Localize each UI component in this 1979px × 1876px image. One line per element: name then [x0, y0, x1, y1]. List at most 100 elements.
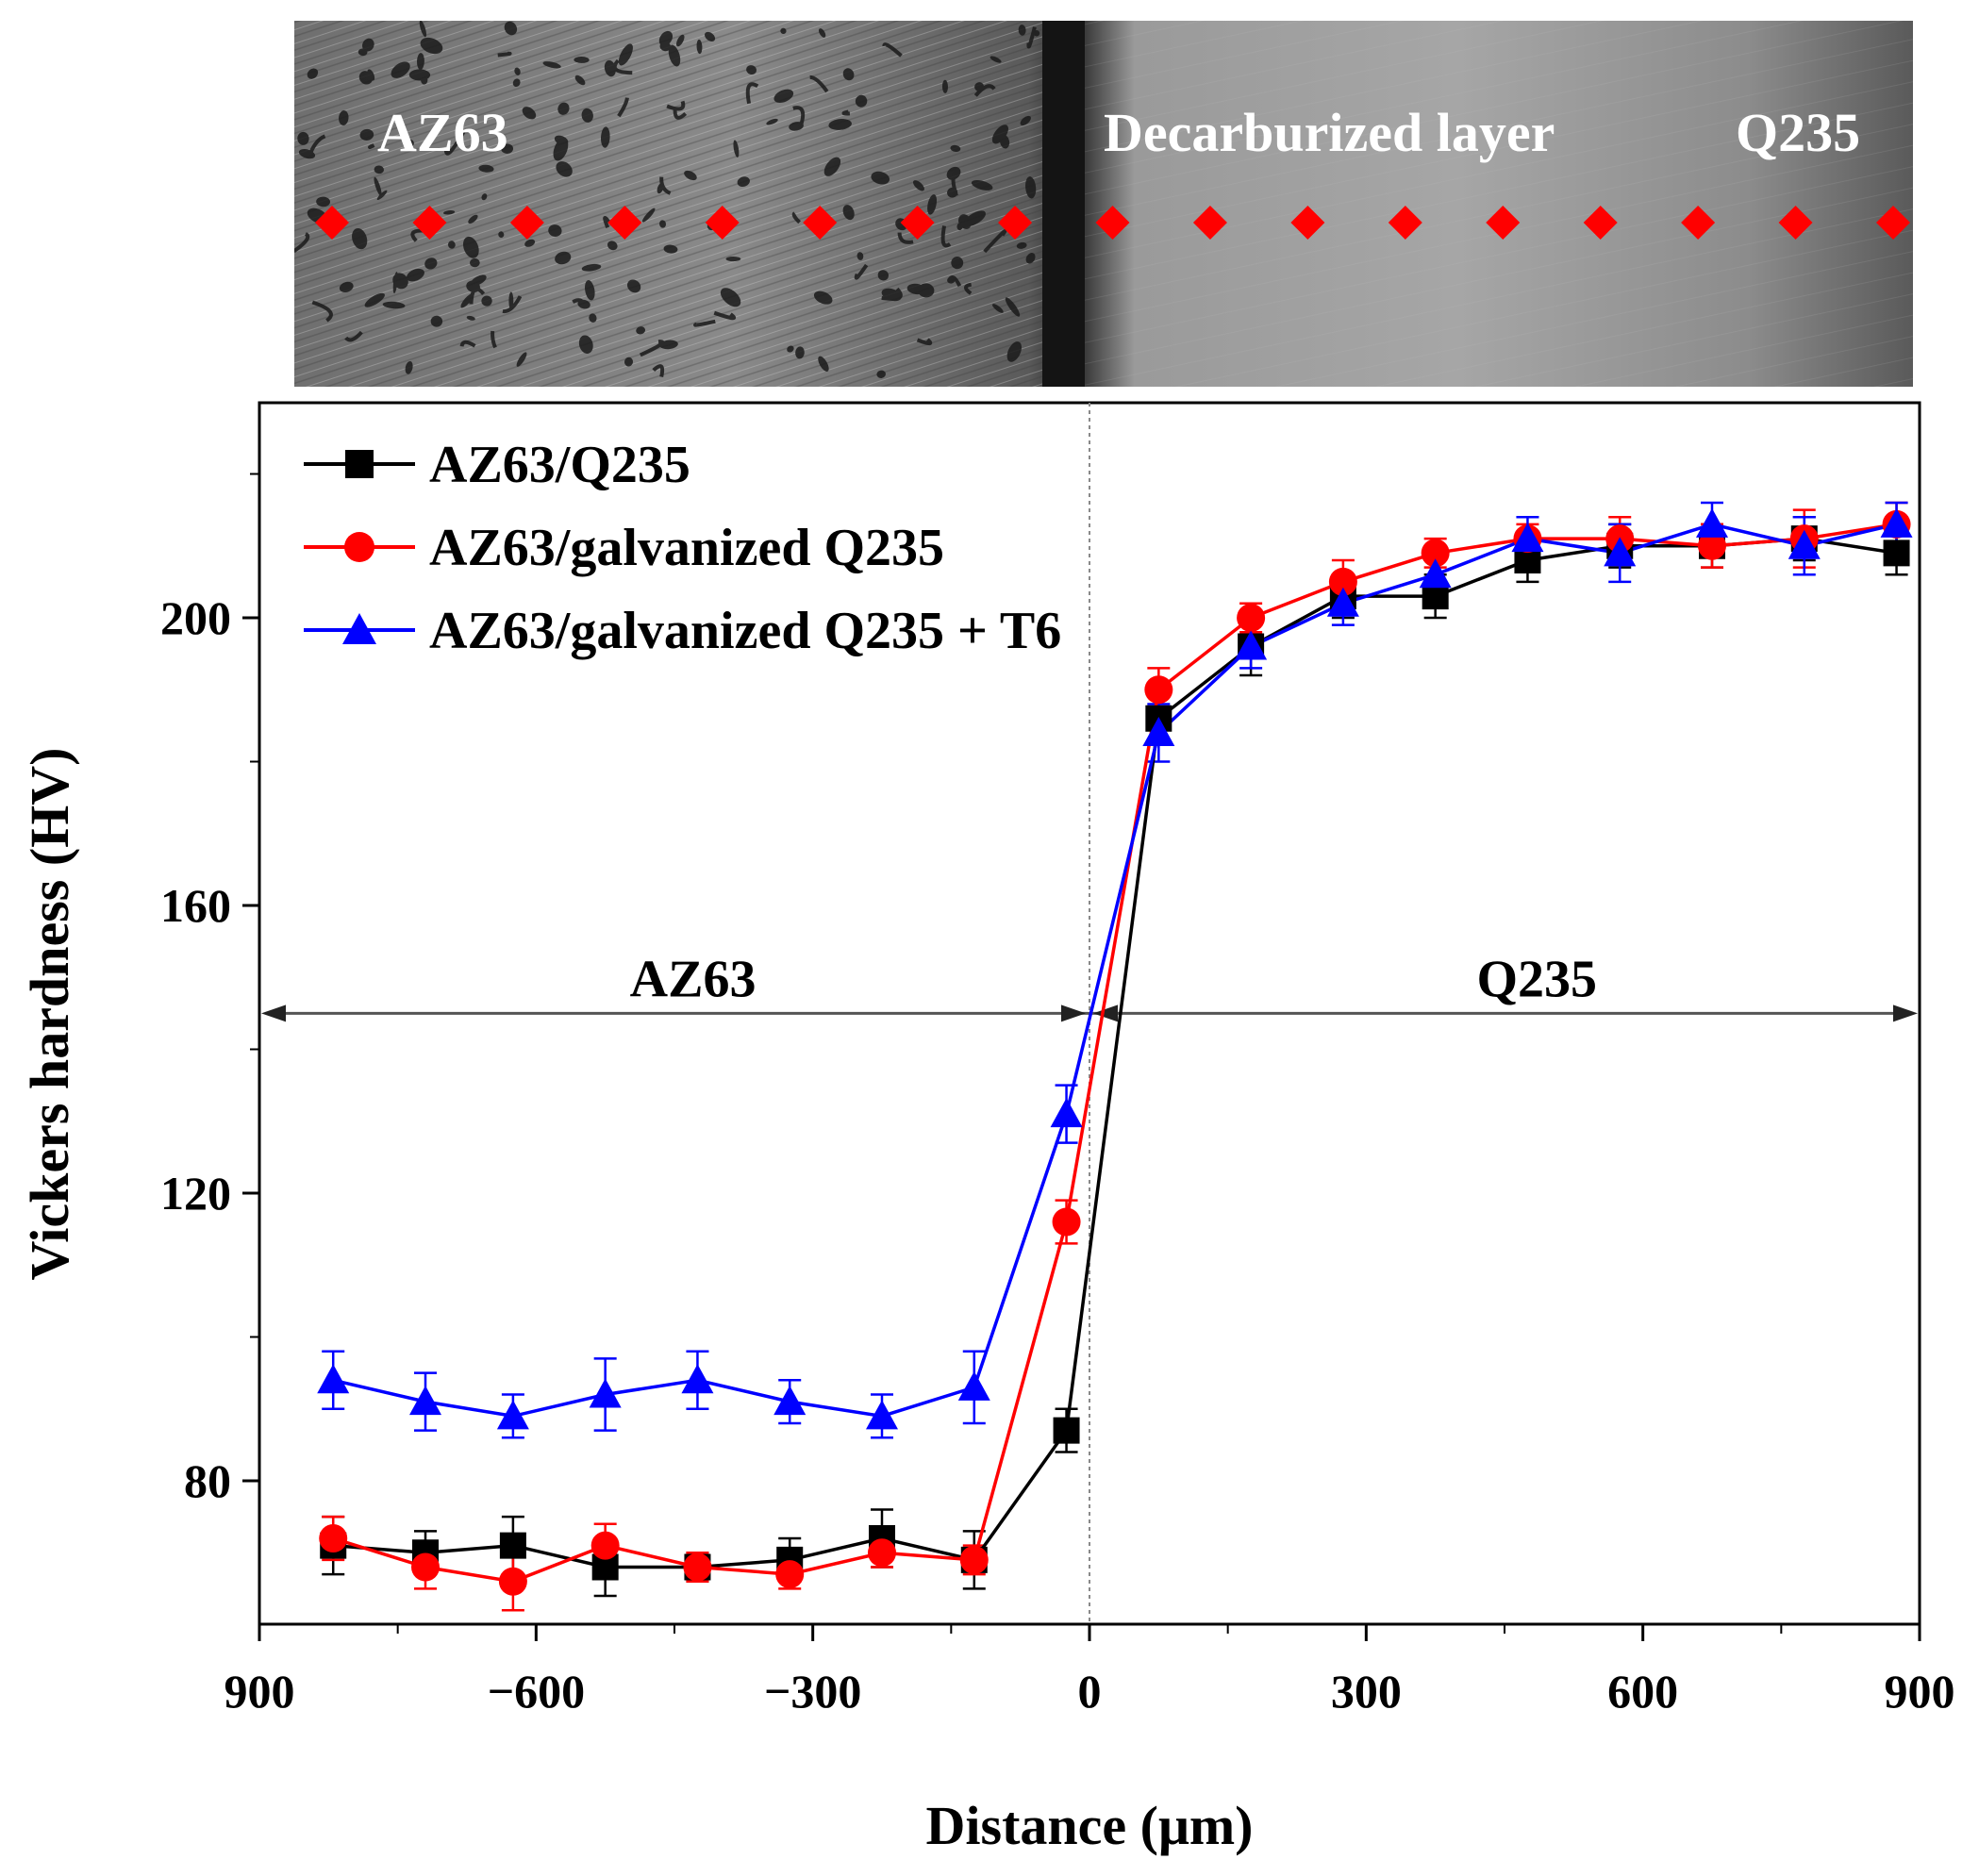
data-point-triangle: [317, 1364, 350, 1394]
micrograph-crack: [973, 84, 996, 97]
micrograph-pore: [516, 352, 527, 367]
data-point-triangle: [1235, 630, 1268, 660]
micrograph-crack: [617, 97, 629, 118]
micrograph-interface-band: [1042, 21, 1089, 387]
micrograph-pore: [548, 224, 562, 237]
data-point-circle: [1144, 675, 1173, 705]
data-point-circle: [683, 1552, 712, 1582]
legend-marker: [344, 532, 374, 562]
micrograph-pore: [501, 143, 514, 154]
micrograph-pore: [578, 335, 593, 354]
micrograph-pore: [447, 241, 456, 249]
micrograph-pore: [542, 61, 561, 69]
micrograph-pores: [294, 21, 1040, 378]
micrograph-crack: [603, 215, 610, 229]
micrograph-crack: [940, 225, 952, 248]
indent-marker: [900, 206, 935, 240]
micrograph-crack: [491, 330, 497, 349]
micrograph-crack: [469, 287, 486, 305]
micrograph-crack: [368, 143, 375, 150]
micrograph-pore: [795, 346, 805, 359]
micrograph-pore: [871, 171, 890, 185]
region-arrows: AZ63 Q235: [261, 950, 1918, 1022]
indent-marker: [1876, 206, 1910, 240]
indent-marker: [1290, 206, 1325, 240]
micrograph-pore: [927, 194, 938, 215]
x-axis-label: Distance (μm): [926, 1795, 1254, 1856]
micrograph-crack: [497, 51, 512, 58]
micrograph-pore: [607, 241, 618, 251]
micrograph-pore: [818, 28, 826, 38]
micrograph-pore: [906, 283, 926, 295]
micrograph-pore: [1020, 115, 1031, 126]
micrograph-pore: [362, 38, 374, 52]
micrograph-pore: [462, 236, 479, 258]
micrograph-pore: [876, 370, 886, 378]
y-tick-label: 80: [184, 1454, 231, 1507]
micrograph-pore: [589, 313, 597, 323]
indent-marker: [1486, 206, 1521, 240]
micrograph-pore: [1006, 341, 1022, 362]
data-point-circle: [1698, 531, 1726, 560]
micrograph-pore: [504, 21, 518, 36]
micrograph-pore: [746, 65, 757, 75]
micrograph-label-q235: Q235: [1736, 102, 1860, 163]
series-markers: [317, 507, 1913, 1596]
series-line-2: [332, 523, 1897, 1419]
data-point-triangle: [496, 1400, 529, 1430]
micrograph-pore: [618, 43, 633, 66]
region-arrowhead-center-left: [1061, 1004, 1086, 1022]
micrograph-pore: [1005, 297, 1021, 317]
micrograph-pore: [367, 69, 375, 81]
data-point-triangle: [866, 1400, 898, 1430]
micrograph-pore: [581, 263, 602, 272]
micrograph-crack: [443, 130, 466, 156]
micrograph-pore: [789, 122, 804, 131]
micrograph-crack: [881, 287, 903, 301]
micrograph-pore: [364, 292, 385, 307]
micrograph-pore: [481, 295, 492, 307]
micrograph-pore: [705, 31, 716, 42]
micrograph-pore: [773, 89, 794, 104]
micrograph-pore: [297, 131, 309, 145]
micrograph-crack: [344, 330, 363, 342]
data-point-triangle: [409, 1386, 441, 1416]
micrograph-pore: [524, 239, 536, 247]
micrograph-pore: [1025, 253, 1036, 264]
micrograph: AZ63 Decarburized layer Q235: [294, 21, 1913, 387]
data-point-circle: [1328, 567, 1357, 596]
x-tick-label: 900: [1885, 1665, 1955, 1718]
data-point-triangle: [1511, 523, 1544, 553]
indent-marker: [1778, 206, 1813, 240]
micrograph-pore: [950, 144, 961, 152]
micrograph-crack: [572, 298, 586, 306]
data-point-square: [1053, 1417, 1080, 1444]
micrograph-pore: [469, 258, 480, 268]
data-point-triangle: [589, 1378, 622, 1408]
micrograph-pore: [941, 79, 948, 93]
micrograph-pore: [958, 214, 972, 229]
micrograph-pore: [990, 56, 1002, 63]
micrograph-pore: [416, 53, 424, 70]
legend-label: AZ63/Q235: [429, 436, 690, 494]
micrograph-pore: [553, 138, 569, 161]
indent-marker: [315, 206, 349, 240]
micrograph-pore: [813, 291, 833, 305]
indent-marker: [1388, 206, 1422, 240]
indent-marker: [705, 206, 740, 240]
micrograph-crack: [792, 106, 806, 125]
legend-label: AZ63/galvanized Q235 + T6: [429, 602, 1061, 660]
data-point-circle: [1052, 1207, 1081, 1237]
region-label-q235: Q235: [1476, 950, 1597, 1008]
legend-marker: [342, 613, 376, 644]
indent-marker: [1095, 206, 1130, 240]
y-axis-label: Vickers hardness (HV): [19, 748, 80, 1281]
region-arrowhead-left: [261, 1004, 286, 1022]
micrograph-pore: [339, 281, 354, 292]
micrograph-crack: [916, 338, 933, 346]
micrograph-pore: [780, 27, 787, 35]
micrograph-pore: [733, 140, 740, 158]
micrograph-pore: [374, 176, 382, 196]
micrograph-pore: [405, 360, 413, 374]
